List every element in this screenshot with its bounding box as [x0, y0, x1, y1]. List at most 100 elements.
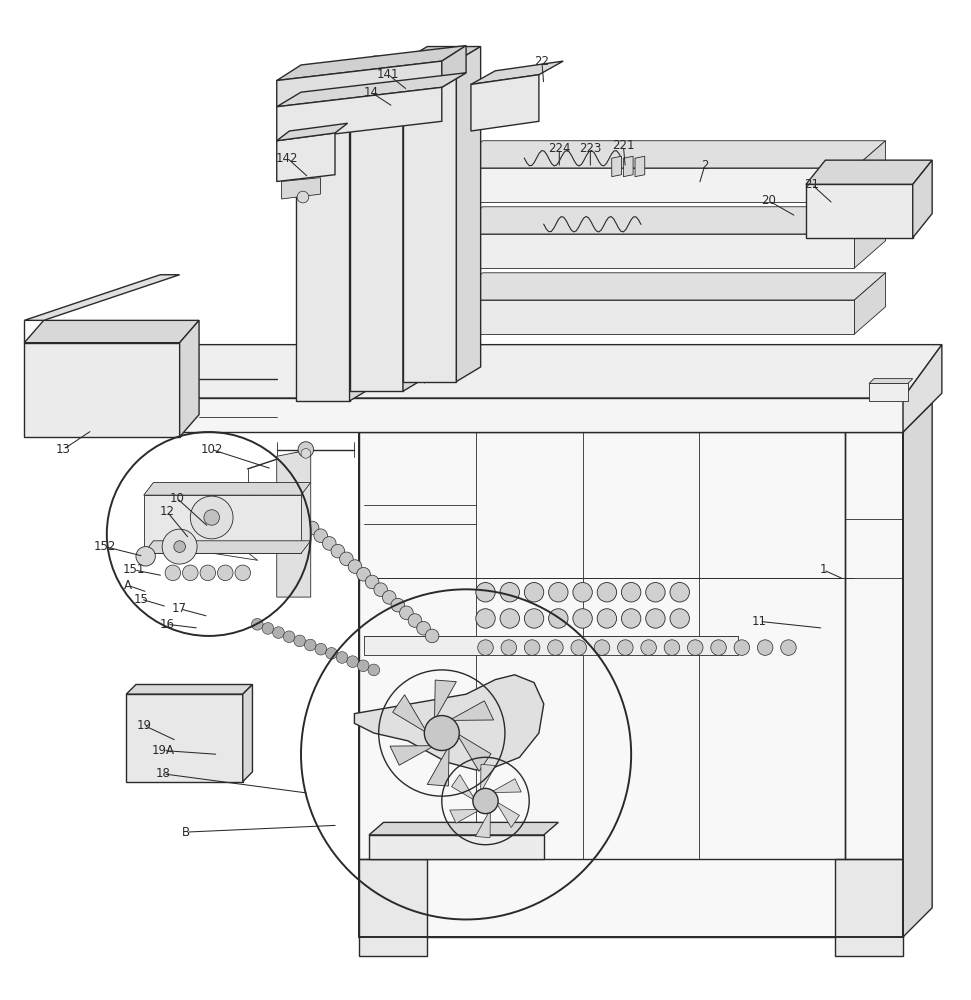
Polygon shape	[277, 450, 311, 597]
Circle shape	[391, 598, 405, 612]
Circle shape	[204, 510, 219, 525]
Polygon shape	[403, 47, 481, 61]
Polygon shape	[452, 168, 854, 202]
Polygon shape	[456, 47, 481, 382]
Polygon shape	[126, 684, 252, 694]
Circle shape	[136, 547, 155, 566]
Circle shape	[424, 716, 459, 751]
Circle shape	[174, 541, 185, 552]
Text: 13: 13	[55, 443, 71, 456]
Text: 14: 14	[363, 86, 379, 99]
Polygon shape	[126, 694, 243, 782]
Polygon shape	[806, 160, 932, 184]
Text: 17: 17	[172, 602, 187, 615]
Polygon shape	[350, 56, 427, 71]
Circle shape	[273, 627, 285, 638]
Circle shape	[368, 664, 380, 676]
Circle shape	[305, 521, 318, 535]
Circle shape	[408, 614, 421, 627]
Polygon shape	[354, 675, 544, 770]
Polygon shape	[180, 320, 199, 437]
Polygon shape	[869, 379, 913, 383]
Polygon shape	[442, 46, 466, 87]
Polygon shape	[144, 495, 301, 553]
Circle shape	[425, 629, 439, 643]
Polygon shape	[452, 775, 476, 801]
Polygon shape	[277, 61, 442, 107]
Circle shape	[549, 609, 568, 628]
Circle shape	[383, 591, 396, 604]
Polygon shape	[359, 403, 932, 432]
Text: 16: 16	[159, 618, 175, 631]
Polygon shape	[476, 809, 490, 838]
Text: 1: 1	[820, 563, 827, 576]
Circle shape	[162, 529, 197, 564]
Circle shape	[305, 639, 317, 651]
Polygon shape	[144, 483, 311, 495]
Circle shape	[331, 544, 345, 558]
Circle shape	[190, 496, 233, 539]
Polygon shape	[854, 273, 886, 334]
Polygon shape	[369, 822, 558, 835]
Circle shape	[336, 652, 348, 663]
Polygon shape	[427, 746, 450, 786]
Polygon shape	[869, 383, 908, 401]
Circle shape	[294, 635, 306, 647]
Circle shape	[618, 640, 633, 655]
Circle shape	[365, 575, 379, 589]
Polygon shape	[452, 273, 886, 300]
Polygon shape	[835, 859, 903, 956]
Text: A: A	[124, 579, 132, 592]
Text: 20: 20	[761, 194, 777, 207]
Circle shape	[646, 609, 665, 628]
Polygon shape	[277, 133, 335, 182]
Text: B: B	[183, 826, 190, 839]
Circle shape	[200, 565, 216, 581]
Text: 142: 142	[276, 152, 299, 165]
Circle shape	[757, 640, 773, 655]
Circle shape	[340, 552, 353, 566]
Polygon shape	[277, 73, 466, 107]
Circle shape	[473, 788, 498, 814]
Polygon shape	[623, 156, 633, 177]
Circle shape	[646, 583, 665, 602]
Polygon shape	[350, 66, 374, 401]
Circle shape	[478, 640, 493, 655]
Polygon shape	[296, 81, 350, 401]
Polygon shape	[495, 801, 519, 827]
Circle shape	[280, 498, 293, 512]
Circle shape	[374, 583, 387, 596]
Circle shape	[734, 640, 750, 655]
Polygon shape	[403, 56, 427, 391]
Polygon shape	[471, 61, 563, 84]
Text: 15: 15	[133, 593, 149, 606]
Circle shape	[524, 640, 540, 655]
Text: 19: 19	[136, 719, 151, 732]
Circle shape	[315, 643, 326, 655]
Circle shape	[400, 606, 414, 620]
Polygon shape	[243, 684, 252, 782]
Circle shape	[476, 583, 495, 602]
Polygon shape	[359, 432, 903, 937]
Circle shape	[297, 513, 311, 527]
Circle shape	[549, 583, 568, 602]
Text: 141: 141	[377, 68, 400, 81]
Circle shape	[298, 442, 314, 457]
Polygon shape	[452, 207, 886, 234]
Text: 21: 21	[804, 178, 820, 191]
Polygon shape	[456, 733, 491, 771]
Polygon shape	[390, 746, 435, 765]
Polygon shape	[296, 66, 374, 81]
Circle shape	[524, 583, 544, 602]
Circle shape	[571, 640, 586, 655]
Polygon shape	[450, 809, 481, 823]
Circle shape	[284, 631, 295, 643]
Circle shape	[573, 609, 592, 628]
Text: 102: 102	[200, 443, 223, 456]
Circle shape	[356, 567, 370, 581]
Circle shape	[476, 609, 495, 628]
Polygon shape	[350, 71, 403, 391]
Circle shape	[500, 609, 519, 628]
Circle shape	[301, 449, 311, 458]
Polygon shape	[68, 398, 903, 432]
